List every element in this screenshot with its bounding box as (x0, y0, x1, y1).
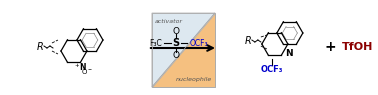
Text: +: + (324, 40, 336, 54)
Polygon shape (152, 13, 215, 87)
Text: R: R (245, 36, 251, 46)
Text: F₃C: F₃C (149, 38, 162, 48)
Polygon shape (152, 13, 215, 87)
Text: S: S (172, 38, 180, 48)
Text: OCF₃: OCF₃ (190, 38, 209, 48)
Text: R: R (37, 42, 43, 52)
Text: O: O (172, 27, 180, 36)
Text: $^+$N: $^+$N (73, 61, 87, 73)
Text: OCF₃: OCF₃ (261, 65, 283, 74)
Text: TfOH: TfOH (342, 42, 373, 52)
Text: nucleophile: nucleophile (176, 77, 212, 82)
Bar (152, 13, 215, 87)
Text: O: O (172, 51, 180, 59)
Text: activator: activator (155, 19, 183, 24)
Text: O$^-$: O$^-$ (81, 66, 93, 76)
Text: N: N (285, 49, 293, 57)
